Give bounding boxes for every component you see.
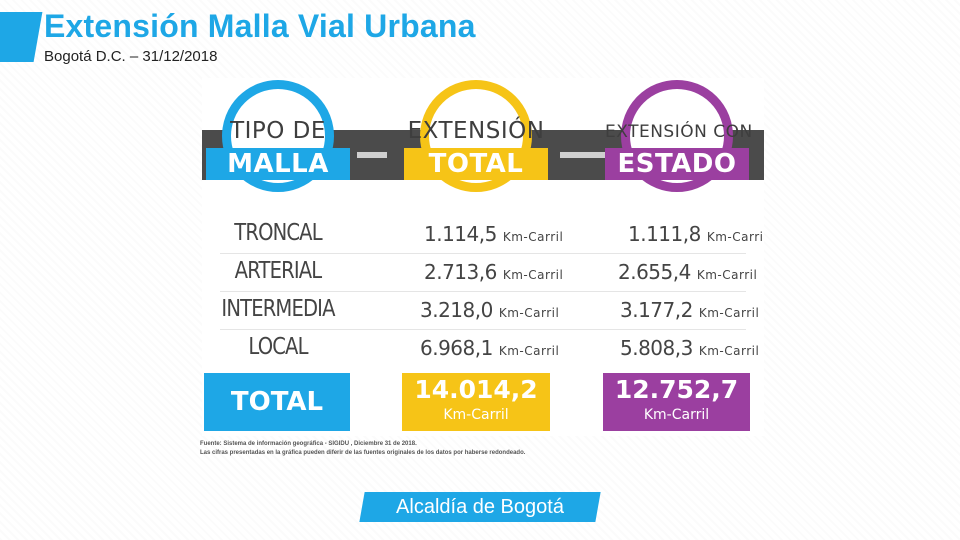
badge-tipo-malla: TIPO DE MALLA — [206, 80, 350, 214]
value-number: 3.218,0 — [420, 298, 493, 322]
total-extension-unit: Km-Carril — [443, 407, 509, 423]
footnote-line: Fuente: Sistema de información geográfic… — [200, 441, 417, 447]
total-label-box: TOTAL — [204, 373, 350, 431]
slide-subtitle: Bogotá D.C. – 31/12/2018 — [44, 48, 218, 65]
total-con-estado-box: 12.752,7 Km-Carril — [603, 373, 750, 431]
value-unit: Km-Carril — [502, 268, 564, 282]
total-extension-box: 14.014,2 Km-Carril — [402, 373, 550, 431]
value-number: 5.808,3 — [620, 336, 693, 360]
extension-con-estado-value: 3.177,2 Km-Carril — [620, 298, 759, 322]
badge-banner: TOTAL — [404, 148, 548, 180]
row-divider — [220, 329, 746, 330]
badge-banner: MALLA — [206, 148, 350, 180]
value-unit: Km-Carril — [498, 344, 560, 358]
extension-total-value: 6.968,1 Km-Carril — [420, 336, 559, 360]
value-number: 2.655,4 — [618, 260, 691, 284]
badge-top-text: EXTENSIÓN — [407, 118, 545, 144]
category-label: TRONCAL — [234, 220, 322, 246]
title-accent-bar — [0, 12, 43, 62]
row-divider — [220, 291, 746, 292]
value-number: 2.713,6 — [424, 260, 497, 284]
value-number: 6.968,1 — [420, 336, 493, 360]
extension-con-estado-value: 2.655,4 Km-Carril — [618, 260, 757, 284]
badge-banner: ESTADO — [605, 148, 749, 180]
value-number: 3.177,2 — [620, 298, 693, 322]
value-number: 1.111,8 — [628, 222, 701, 246]
total-con-estado-unit: Km-Carril — [643, 407, 710, 423]
row-divider — [220, 253, 746, 254]
source-footnote: Fuente: Sistema de información geográfic… — [200, 440, 580, 458]
value-unit: Km-Carril — [502, 230, 564, 244]
extension-total-value: 2.713,6 Km-Carril — [424, 260, 563, 284]
badge-extension-con-estado: EXTENSIÓN CON ESTADO — [605, 80, 753, 214]
badge-top-text: EXTENSIÓN CON — [605, 122, 753, 142]
extension-total-value: 3.218,0 Km-Carril — [420, 298, 559, 322]
footnote-line: Las cifras presentadas en la gráfica pue… — [200, 450, 526, 456]
slide-title: Extensión Malla Vial Urbana — [44, 8, 476, 44]
category-label: LOCAL — [248, 334, 308, 360]
table-row: LOCAL 6.968,1 Km-Carril 5.808,3 Km-Carril — [202, 330, 764, 368]
extension-con-estado-value: 1.111,8 Km-Carril — [628, 222, 764, 246]
total-label: TOTAL — [230, 387, 324, 417]
value-unit: Km-Carril — [698, 344, 760, 358]
value-unit: Km-Carril — [498, 306, 560, 320]
total-con-estado-value: 12.752,7 — [614, 375, 739, 404]
badge-extension-total: EXTENSIÓN TOTAL — [404, 80, 548, 214]
table-row: TRONCAL 1.114,5 Km-Carril 1.111,8 Km-Carri… — [202, 216, 764, 254]
category-label: ARTERIAL — [234, 258, 322, 284]
value-number: 1.114,5 — [424, 222, 497, 246]
table-row: INTERMEDIA 3.218,0 Km-Carril 3.177,2 Km-Ca… — [202, 292, 764, 330]
road-marking — [357, 152, 387, 158]
table-row: ARTERIAL 2.713,6 Km-Carril 2.655,4 Km-Carr… — [202, 254, 764, 292]
alcaldia-logo-text: Alcaldía de Bogotá — [396, 496, 564, 518]
extension-total-value: 1.114,5 Km-Carril — [424, 222, 563, 246]
value-unit: Km-Carril — [706, 230, 764, 244]
extension-con-estado-value: 5.808,3 Km-Carril — [620, 336, 759, 360]
infographic: TIPO DE MALLA EXTENSIÓN TOTAL EXTENSIÓN … — [202, 78, 764, 436]
value-unit: Km-Carril — [698, 306, 760, 320]
road-marking — [560, 152, 590, 158]
road-marking — [586, 152, 616, 158]
badge-top-text: TIPO DE — [230, 118, 326, 144]
value-unit: Km-Carril — [696, 268, 758, 282]
total-extension-value: 14.014,2 — [414, 375, 538, 404]
category-label: INTERMEDIA — [221, 296, 335, 322]
